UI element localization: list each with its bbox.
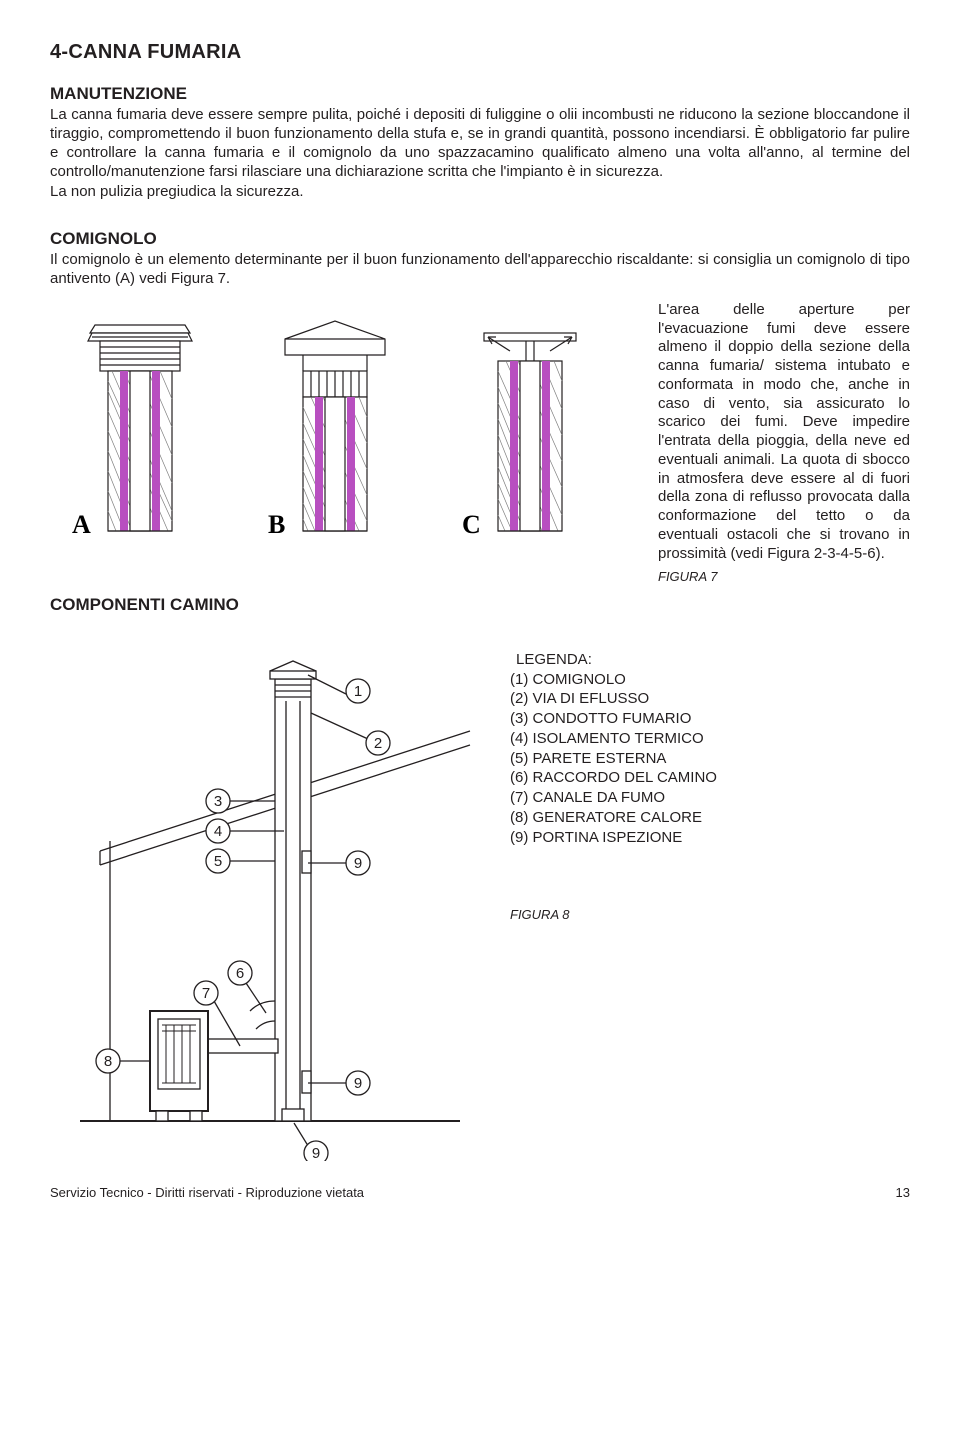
legend-item: (8) GENERATORE CALORE [510, 809, 910, 828]
body-comignolo: Il comignolo è un elemento determinante … [50, 251, 910, 289]
figure-7-caption: FIGURA 7 [658, 569, 910, 585]
svg-text:2: 2 [374, 735, 382, 752]
side-comignolo: L'area delle aperture per l'evacuazione … [658, 301, 910, 564]
figure-8: 1 2 3 4 5 9 6 7 8 9 9 [50, 641, 480, 1161]
legend-item: (4) ISOLAMENTO TERMICO [510, 730, 910, 749]
svg-text:9: 9 [354, 1075, 362, 1092]
svg-text:9: 9 [312, 1145, 320, 1161]
legend-item: (1) COMIGNOLO [510, 671, 910, 690]
section-manutenzione: MANUTENZIONE La canna fumaria deve esser… [50, 83, 910, 202]
legend-item: (3) CONDOTTO FUMARIO [510, 710, 910, 729]
svg-text:8: 8 [104, 1053, 112, 1070]
legend-item: (6) RACCORDO DEL CAMINO [510, 769, 910, 788]
svg-text:A: A [72, 510, 91, 539]
svg-text:1: 1 [354, 683, 362, 700]
legend-block: LEGENDA: (1) COMIGNOLO (2) VIA DI EFLUSS… [510, 641, 910, 1161]
legend-item: (5) PARETE ESTERNA [510, 750, 910, 769]
figure-8-caption: FIGURA 8 [510, 907, 910, 923]
heading-manutenzione: MANUTENZIONE [50, 83, 910, 104]
svg-text:5: 5 [214, 853, 222, 870]
footer-page-number: 13 [896, 1185, 910, 1201]
svg-text:6: 6 [236, 965, 244, 982]
section-comignolo: COMIGNOLO Il comignolo è un elemento det… [50, 228, 910, 615]
legend-item: (9) PORTINA ISPEZIONE [510, 829, 910, 848]
svg-text:4: 4 [214, 823, 222, 840]
legend-title: LEGENDA: [510, 651, 910, 670]
body-manutenzione-2: La non pulizia pregiudica la sicurezza. [50, 183, 910, 202]
svg-text:9: 9 [354, 855, 362, 872]
heading-componenti: COMPONENTI CAMINO [50, 594, 910, 615]
figure-7: A [50, 301, 640, 586]
svg-text:C: C [462, 510, 481, 539]
svg-text:3: 3 [214, 793, 222, 810]
legend-item: (7) CANALE DA FUMO [510, 789, 910, 808]
page-title: 4-CANNA FUMARIA [50, 40, 910, 65]
legend-item: (2) VIA DI EFLUSSO [510, 690, 910, 709]
svg-text:7: 7 [202, 985, 210, 1002]
heading-comignolo: COMIGNOLO [50, 228, 910, 249]
footer-left: Servizio Tecnico - Diritti riservati - R… [50, 1185, 364, 1201]
body-manutenzione: La canna fumaria deve essere sempre puli… [50, 106, 910, 181]
svg-text:B: B [268, 510, 285, 539]
